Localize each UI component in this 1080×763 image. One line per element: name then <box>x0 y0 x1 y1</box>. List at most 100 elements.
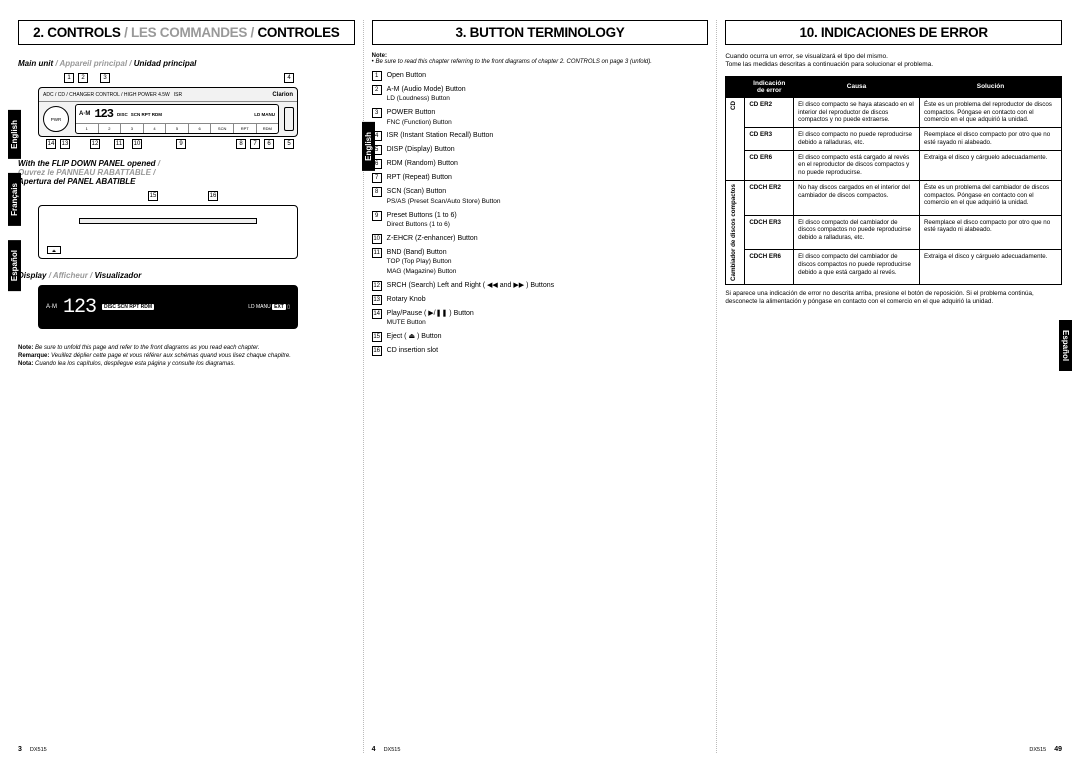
callout-number: 8 <box>236 139 246 149</box>
term-text: A-M (Audio Mode) ButtonLD (Loudness) But… <box>387 85 466 104</box>
callout-number: 3 <box>100 73 110 83</box>
note-line: Note: Be sure to unfold this page and re… <box>18 345 355 353</box>
intro-line: Cuando ocurra un error, se visualizará e… <box>725 53 1062 61</box>
preset-button: 6 <box>189 124 212 133</box>
lang-tab-english: English <box>362 122 375 171</box>
lang-tab-francais: Français <box>8 173 21 226</box>
preset-button: 5 <box>166 124 189 133</box>
error-solution: Reemplace el disco compacto por otro que… <box>919 215 1061 250</box>
preset-button: 4 <box>144 124 167 133</box>
callout-number: 2 <box>372 85 382 95</box>
error-code: CD ER2 <box>745 97 794 127</box>
page-number: 49 <box>1054 746 1062 753</box>
error-code: CDCH ER2 <box>745 180 794 215</box>
callout-number: 8 <box>372 187 382 197</box>
term-text: ISR (Instant Station Recall) Button <box>387 131 494 140</box>
preset-button: RDM <box>257 124 279 133</box>
page-number: 3 <box>18 746 22 753</box>
error-solution: Extraiga el disco y cárguelo adecuadamen… <box>919 150 1061 180</box>
term-text: Open Button <box>387 71 426 80</box>
terminology-list: 1 Open Button 2 A-M (Audio Mode) ButtonLD (… <box>372 71 709 356</box>
term-item: 11BND (Band) ButtonTOP (Top Play) Button… <box>372 248 709 277</box>
error-solution: Reemplace el disco compacto por otro que… <box>919 128 1061 151</box>
lang-tab-espanol: Español <box>1059 320 1072 371</box>
lang-tab-espanol: Español <box>8 240 21 291</box>
page-footer: 3 DX515 <box>18 736 355 753</box>
term-item: 13 Rotary Knob <box>372 295 709 305</box>
note-line: Nota: Cuando lea los capítulos, desplieg… <box>18 361 355 369</box>
page-footer: DX515 49 <box>725 736 1062 753</box>
term-text: CD insertion slot <box>387 346 438 355</box>
callout-number: 7 <box>250 139 260 149</box>
error-code: CD ER6 <box>745 150 794 180</box>
term-text: DISP (Display) Button <box>387 145 455 154</box>
eject-button-icon: ⏏ <box>47 246 61 254</box>
term-text: RPT (Repeat) Button <box>387 173 452 182</box>
lang-tab-english: English <box>8 110 21 159</box>
term-item: 5DISP (Display) Button <box>372 145 709 155</box>
error-table: Indicación de error Causa Solución CDCD … <box>725 76 1062 285</box>
preset-button: 3 <box>121 124 144 133</box>
battery-icon: ▯ <box>287 304 290 310</box>
term-item: 7RPT (Repeat) Button <box>372 173 709 183</box>
term-text: Rotary Knob <box>387 295 426 304</box>
model-label: DX515 <box>1029 747 1046 753</box>
term-text: SRCH (Search) Left and Right ( ◀◀ and ▶▶… <box>387 281 554 290</box>
term-text: Play/Pause ( ▶/❚❚ ) ButtonMUTE Button <box>387 309 474 328</box>
callout-number: 15 <box>372 332 382 342</box>
term-item: 3POWER ButtonFNC (Function) Button <box>372 108 709 127</box>
term-text: Z-EHCR (Z-enhancer) Button <box>387 234 478 243</box>
error-cause: El disco compacto del cambiador de disco… <box>794 215 920 250</box>
table-row: Cambiador de discos compactosCDCH ER2No … <box>726 180 1062 215</box>
term-item: 10Z-EHCR (Z-enhancer) Button <box>372 234 709 244</box>
callout-number: 14 <box>46 139 56 149</box>
display-diagram: A·M 123 DISC SCN RPT RDM LD MANU EXT ▯ <box>38 285 298 329</box>
page-controls: 2. CONTROLS / LES COMMANDES / CONTROLES … <box>10 20 363 753</box>
callout-number: 12 <box>90 139 100 149</box>
note-block: Note: • Be sure to read this chapter ref… <box>372 53 709 65</box>
term-item: 15Eject ( ⏏ ) Button <box>372 332 709 342</box>
error-code: CDCH ER6 <box>745 250 794 285</box>
callout-number: 11 <box>114 139 124 149</box>
callout-number: 3 <box>372 108 382 118</box>
model-label: DX515 <box>384 747 401 753</box>
table-row: CD ER3El disco compacto no puede reprodu… <box>726 128 1062 151</box>
knob-icon: PWR <box>43 106 69 132</box>
table-row: CDCH ER6El disco compacto del cambiador … <box>726 250 1062 285</box>
lcd-readout: A·M 123 DISC SCN RPT RDM LD MANU <box>76 105 278 123</box>
preset-button: 1 <box>76 124 99 133</box>
term-text: Preset Buttons (1 to 6)Direct Buttons (1… <box>387 211 457 230</box>
term-item: 6RDM (Random) Button <box>372 159 709 169</box>
title-seg: 2. CONTROLS <box>33 25 120 40</box>
subhead-display: Display / Afficheur / Visualizador <box>18 271 355 280</box>
trailing-note: Si aparece una indicación de error no de… <box>725 290 1062 306</box>
col-header: Solución <box>919 76 1061 97</box>
preset-button-row: 123456SCNRPTRDM <box>76 123 278 133</box>
term-item: 14Play/Pause ( ▶/❚❚ ) ButtonMUTE Button <box>372 309 709 328</box>
side-button <box>284 107 294 131</box>
section-title: 10. INDICACIONES DE ERROR <box>725 20 1062 45</box>
error-cause: No hay discos cargados en el interior de… <box>794 180 920 215</box>
section-title: 2. CONTROLS / LES COMMANDES / CONTROLES <box>18 20 355 45</box>
error-code: CDCH ER3 <box>745 215 794 250</box>
error-code: CD ER3 <box>745 128 794 151</box>
error-cause: El disco compacto está cargado al revés … <box>794 150 920 180</box>
section-title: 3. BUTTON TERMINOLOGY <box>372 20 709 45</box>
callout-number: 13 <box>372 295 382 305</box>
panel-small-buttons: ⏏ <box>47 246 61 254</box>
callout-number: 1 <box>372 71 382 81</box>
unit-top-row: ADC / CD / CHANGER CONTROL / HIGH POWER … <box>39 88 297 102</box>
lcd-panel: A·M 123 DISC SCN RPT RDM LD MANU 123456S… <box>75 104 279 134</box>
preset-button: SCN <box>211 124 234 133</box>
callouts-top: 1234 <box>38 73 298 85</box>
subhead-main-unit: Main unit / Appareil principal / Unidad … <box>18 59 355 68</box>
footer-notes: Note: Be sure to unfold this page and re… <box>18 345 355 368</box>
page-error-indications: 10. INDICACIONES DE ERROR Español Cuando… <box>716 20 1070 753</box>
preset-button: 2 <box>99 124 122 133</box>
error-solution: Extraiga el disco y cárguelo adecuadamen… <box>919 250 1061 285</box>
callout-number: 9 <box>176 139 186 149</box>
col-header: Causa <box>794 76 920 97</box>
model-label: DX515 <box>30 747 47 753</box>
error-cause: El disco compacto del cambiador de disco… <box>794 250 920 285</box>
table-row: CD ER6El disco compacto está cargado al … <box>726 150 1062 180</box>
